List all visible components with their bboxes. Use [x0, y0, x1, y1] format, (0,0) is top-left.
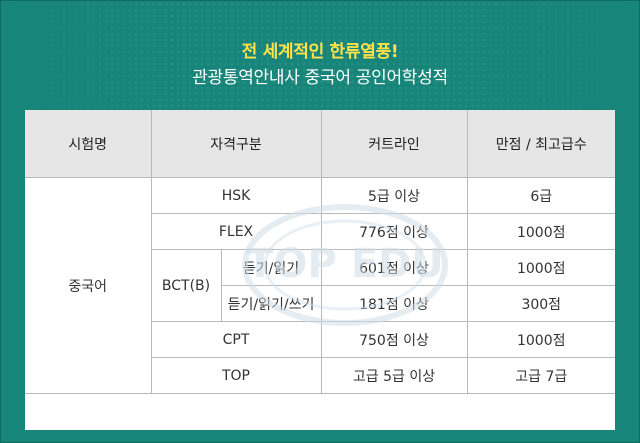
max-score-cell: 1000점 [466, 249, 615, 286]
exam-name-cell: 중국어 [25, 177, 152, 394]
header-cutline: 커트라인 [320, 110, 468, 178]
cutline-cell: 181점 이상 [320, 285, 468, 322]
table-row: TOP 고급 5급 이상 고급 7급 [25, 357, 615, 394]
subcategory-cell: 듣기/읽기/쓰기 [220, 285, 322, 322]
category-cell: FLEX [150, 213, 322, 250]
headline: 전 세계적인 한류열풍! [241, 42, 399, 62]
table-panel: 시험명 자격구분 커트라인 만점 / 최고급수 중국어 HSK 5급 이상 6급… [25, 110, 615, 430]
cutline-cell: 776점 이상 [320, 213, 468, 250]
cutline-cell: 750점 이상 [320, 321, 468, 358]
cutline-cell: 고급 5급 이상 [320, 357, 468, 394]
category-cell: TOP [150, 357, 322, 394]
category-cell: HSK [150, 177, 322, 214]
max-score-cell: 고급 7급 [466, 357, 615, 394]
max-score-cell: 1000점 [466, 321, 615, 358]
subheadline: 관광통역안내사 중국어 공인어학성적 [192, 68, 448, 88]
header-category: 자격구분 [150, 110, 322, 178]
max-score-cell: 6급 [466, 177, 615, 214]
cutline-cell: 601점 이상 [320, 249, 468, 286]
score-table: 시험명 자격구분 커트라인 만점 / 최고급수 중국어 HSK 5급 이상 6급… [25, 110, 615, 394]
max-score-cell: 1000점 [466, 213, 615, 250]
table-header-row: 시험명 자격구분 커트라인 만점 / 최고급수 [25, 110, 615, 178]
source-label: [ 탑에듀원격평생교육원 ] [496, 414, 613, 427]
category-cell: CPT [150, 321, 322, 358]
header-exam-name: 시험명 [25, 110, 152, 178]
max-score-cell: 300점 [466, 285, 615, 322]
cutline-cell: 5급 이상 [320, 177, 468, 214]
table-row: 중국어 HSK 5급 이상 6급 [25, 177, 615, 394]
bct-category-cell: BCT(B) [150, 249, 222, 322]
header-max-score: 만점 / 최고급수 [466, 110, 615, 178]
subcategory-cell: 듣기/읽기 [220, 249, 322, 286]
